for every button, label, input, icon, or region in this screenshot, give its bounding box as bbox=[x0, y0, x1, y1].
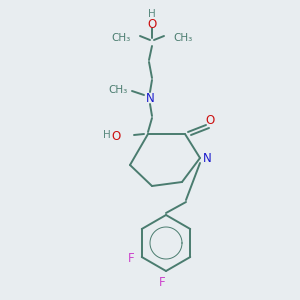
Text: CH₃: CH₃ bbox=[173, 33, 192, 43]
Text: O: O bbox=[206, 113, 214, 127]
Text: F: F bbox=[128, 251, 134, 265]
Text: F: F bbox=[159, 275, 165, 289]
Text: H: H bbox=[148, 9, 156, 19]
Text: H: H bbox=[103, 130, 111, 140]
Text: CH₃: CH₃ bbox=[112, 33, 131, 43]
Text: N: N bbox=[146, 92, 154, 104]
Text: O: O bbox=[111, 130, 121, 142]
Text: N: N bbox=[202, 152, 211, 164]
Text: O: O bbox=[147, 17, 157, 31]
Text: CH₃: CH₃ bbox=[109, 85, 128, 95]
